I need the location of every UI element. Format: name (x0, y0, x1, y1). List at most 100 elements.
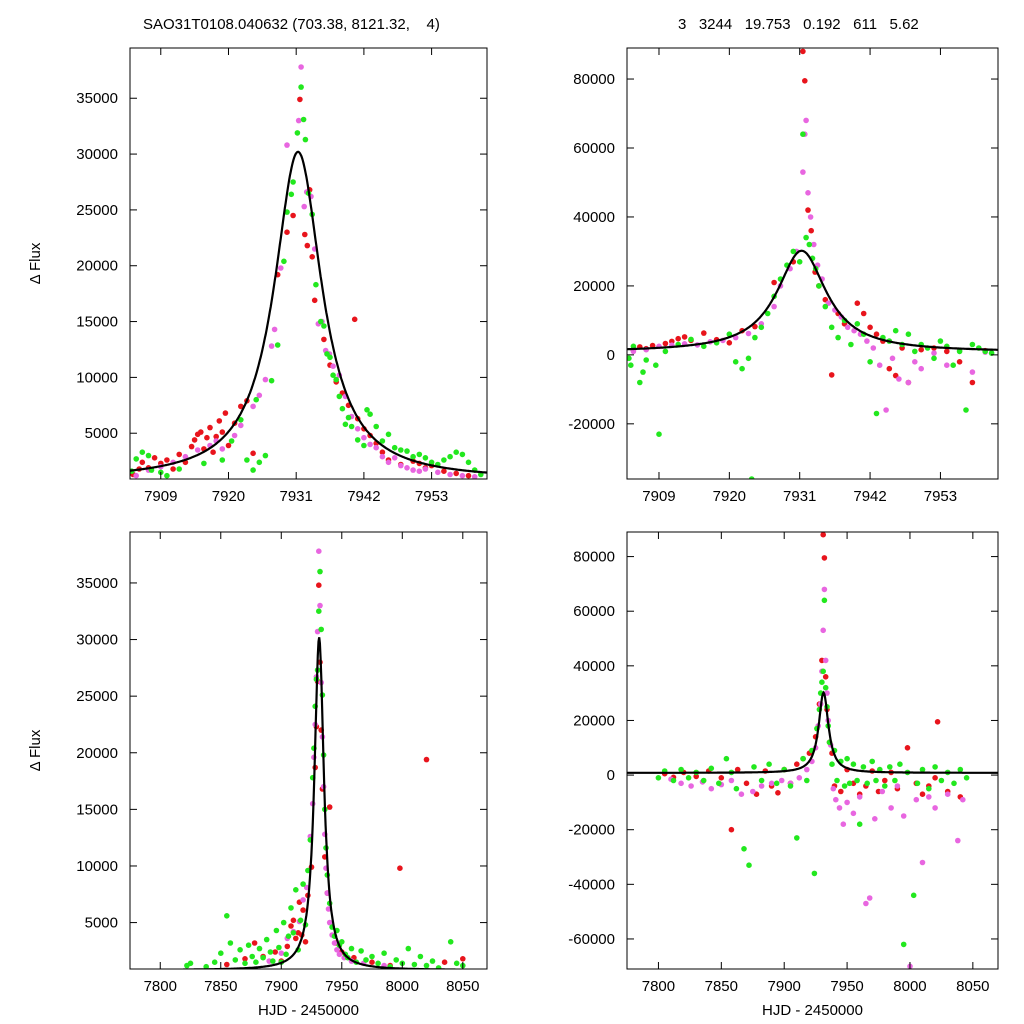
data-point-red (860, 310, 867, 317)
data-point-red (302, 231, 308, 238)
data-point-green (820, 668, 826, 675)
data-point-magenta (894, 783, 901, 789)
data-point-green (752, 334, 758, 341)
data-point-magenta (133, 472, 139, 479)
data-point-magenta (870, 345, 877, 351)
data-point-green (211, 959, 218, 965)
data-point-green (288, 191, 295, 198)
data-point-magenta (811, 241, 817, 248)
data-point-red (293, 935, 299, 942)
data-point-green (253, 396, 259, 403)
data-point-green (145, 452, 152, 459)
header-stats: 3 3244 19.753 0.192 611 5.62 (678, 16, 919, 33)
y-axis-label: Δ Flux (27, 729, 44, 771)
data-point-green (318, 318, 324, 325)
y-tick-label: 80000 (573, 71, 615, 88)
data-point-magenta (278, 265, 284, 271)
model-curve (627, 249, 998, 351)
data-point-red (423, 756, 430, 763)
x-tick-label: 7909 (144, 488, 177, 505)
data-point-magenta (336, 951, 343, 958)
data-point-magenta (931, 350, 937, 356)
data-point-green (733, 785, 740, 792)
data-point-magenta (738, 791, 745, 797)
data-point-red (198, 429, 204, 435)
data-point-green (627, 355, 632, 362)
data-point-magenta (926, 794, 932, 800)
model-curve (627, 690, 998, 774)
data-point-green (369, 953, 375, 960)
data-point-magenta (768, 780, 775, 787)
data-point-green (219, 457, 226, 463)
data-point-green (422, 455, 429, 461)
data-point-green (841, 783, 848, 789)
data-point-red (151, 455, 158, 461)
data-point-green (951, 780, 957, 787)
model-curve (130, 150, 487, 474)
data-point-green (339, 405, 346, 412)
data-point-red (290, 212, 296, 219)
data-point-magenta (944, 791, 951, 797)
data-point-green (860, 764, 867, 770)
data-point-green (854, 777, 860, 784)
data-point-green (297, 917, 304, 924)
data-point-red (822, 674, 829, 680)
data-point-magenta (238, 422, 244, 429)
data-point-green (288, 905, 294, 911)
data-point-green (819, 679, 825, 685)
data-point-green (381, 950, 387, 956)
x-tick-label: 7942 (347, 488, 380, 505)
data-point-green (701, 343, 707, 350)
data-point-green (316, 608, 322, 614)
data-point-red (743, 780, 750, 787)
data-point-magenta (863, 900, 869, 907)
data-point-magenta (944, 362, 950, 369)
data-point-green (969, 341, 976, 348)
y-tick-label: 25000 (76, 202, 118, 219)
data-point-green (260, 954, 266, 961)
panel-bottom-left: 7800 7850 7900 7950 8000 8050 5000 10000 15000 20… (27, 531, 488, 1019)
data-point-green (835, 334, 841, 341)
data-point-red (918, 346, 924, 353)
data-point-red (675, 335, 681, 342)
y-tick-label: 20000 (76, 745, 118, 762)
data-point-magenta (888, 805, 894, 811)
data-point-red (297, 96, 303, 103)
y-tick-label: 80000 (573, 549, 615, 566)
data-point-green (732, 359, 739, 365)
data-point-green (298, 84, 304, 90)
data-point-green (822, 303, 829, 310)
data-point-green (284, 209, 290, 215)
x-tick-label: 7900 (265, 978, 298, 995)
y-tick-label: -40000 (568, 876, 615, 893)
data-point-green (892, 777, 898, 784)
data-point-green (416, 451, 423, 458)
data-point-red (321, 336, 327, 343)
data-point-green (796, 259, 803, 265)
x-tick-label: 7920 (713, 488, 746, 505)
data-point-magenta (459, 472, 466, 479)
panel-bottom-right: 7800 7850 7900 7950 8000 8050 -60000 -40000 -200… (568, 531, 999, 1019)
data-point-green (897, 761, 903, 767)
data-point-magenta (422, 466, 429, 472)
data-point-green (708, 765, 715, 772)
data-point-green (655, 775, 662, 781)
data-point-green (262, 452, 269, 459)
data-point-magenta (331, 940, 338, 946)
data-point-green (773, 780, 780, 787)
data-point-green (417, 953, 424, 960)
data-point-magenta (271, 326, 278, 333)
data-point-red (242, 956, 248, 962)
data-point-magenta (913, 796, 920, 803)
data-point-green (459, 451, 466, 458)
data-point-green (787, 783, 794, 789)
data-point-green (963, 775, 970, 781)
data-point-green (242, 960, 248, 967)
data-point-red (882, 777, 888, 784)
data-point-magenta (410, 467, 416, 473)
data-point-green (914, 780, 921, 787)
data-point-green (950, 362, 956, 369)
data-point-green (280, 919, 287, 926)
data-point-magenta (778, 777, 785, 784)
data-point-green (428, 459, 435, 466)
